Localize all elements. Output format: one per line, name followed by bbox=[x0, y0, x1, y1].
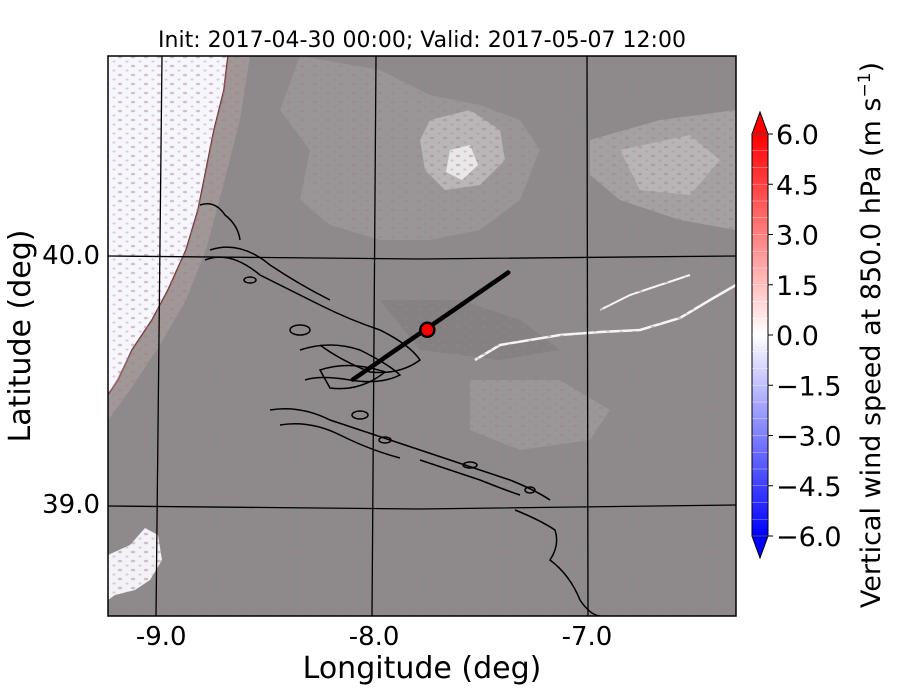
map-frame bbox=[107, 55, 737, 617]
colorbar-tick-label: 3.0 bbox=[776, 221, 819, 252]
wind-contours bbox=[199, 203, 601, 616]
parallel-40 bbox=[108, 255, 736, 260]
x-axis-ticks: -9.0 -8.0 -7.0 bbox=[136, 622, 612, 652]
location-marker bbox=[419, 321, 436, 339]
colorbar-tick-label: 6.0 bbox=[776, 120, 819, 151]
colorbar-extend-high bbox=[751, 110, 769, 135]
x-tick-label: -7.0 bbox=[562, 622, 613, 652]
graticule bbox=[108, 56, 736, 616]
colorbar: 6.0 4.5 3.0 1.5 0.0 −1.5 −3.0 −4.5 −6.0 bbox=[751, 110, 842, 560]
y-axis-ticks: 40.0 39.0 bbox=[42, 241, 100, 520]
colorbar-tick-label: −6.0 bbox=[776, 522, 842, 553]
colorbar-tick-label: −4.5 bbox=[776, 472, 842, 503]
y-tick-label: 40.0 bbox=[42, 241, 100, 271]
x-tick-label: -9.0 bbox=[136, 622, 187, 652]
y-axis-label: Latitude (deg) bbox=[3, 230, 38, 443]
colorbar-tick-label: 4.5 bbox=[776, 170, 819, 201]
y-tick-label: 39.0 bbox=[42, 490, 100, 520]
meridian-minus-7 bbox=[586, 56, 589, 616]
meridian-minus-9 bbox=[155, 56, 163, 616]
x-axis-label: Longitude (deg) bbox=[303, 651, 542, 686]
colorbar-tick-label: 1.5 bbox=[776, 271, 819, 302]
colorbar-tick-label: −3.0 bbox=[776, 422, 842, 453]
map-title: Init: 2017-04-30 00:00; Valid: 2017-05-0… bbox=[158, 28, 686, 53]
colorbar-extend-low bbox=[751, 535, 769, 560]
parallel-39 bbox=[108, 504, 736, 510]
meridian-minus-8 bbox=[371, 56, 377, 616]
colorbar-label: Vertical wind speed at 850.0 hPa (m s−1) bbox=[855, 62, 887, 608]
colorbar-tick-label: −1.5 bbox=[776, 371, 842, 402]
x-tick-label: -8.0 bbox=[349, 622, 400, 652]
colorbar-tick-label: 0.0 bbox=[776, 321, 819, 352]
